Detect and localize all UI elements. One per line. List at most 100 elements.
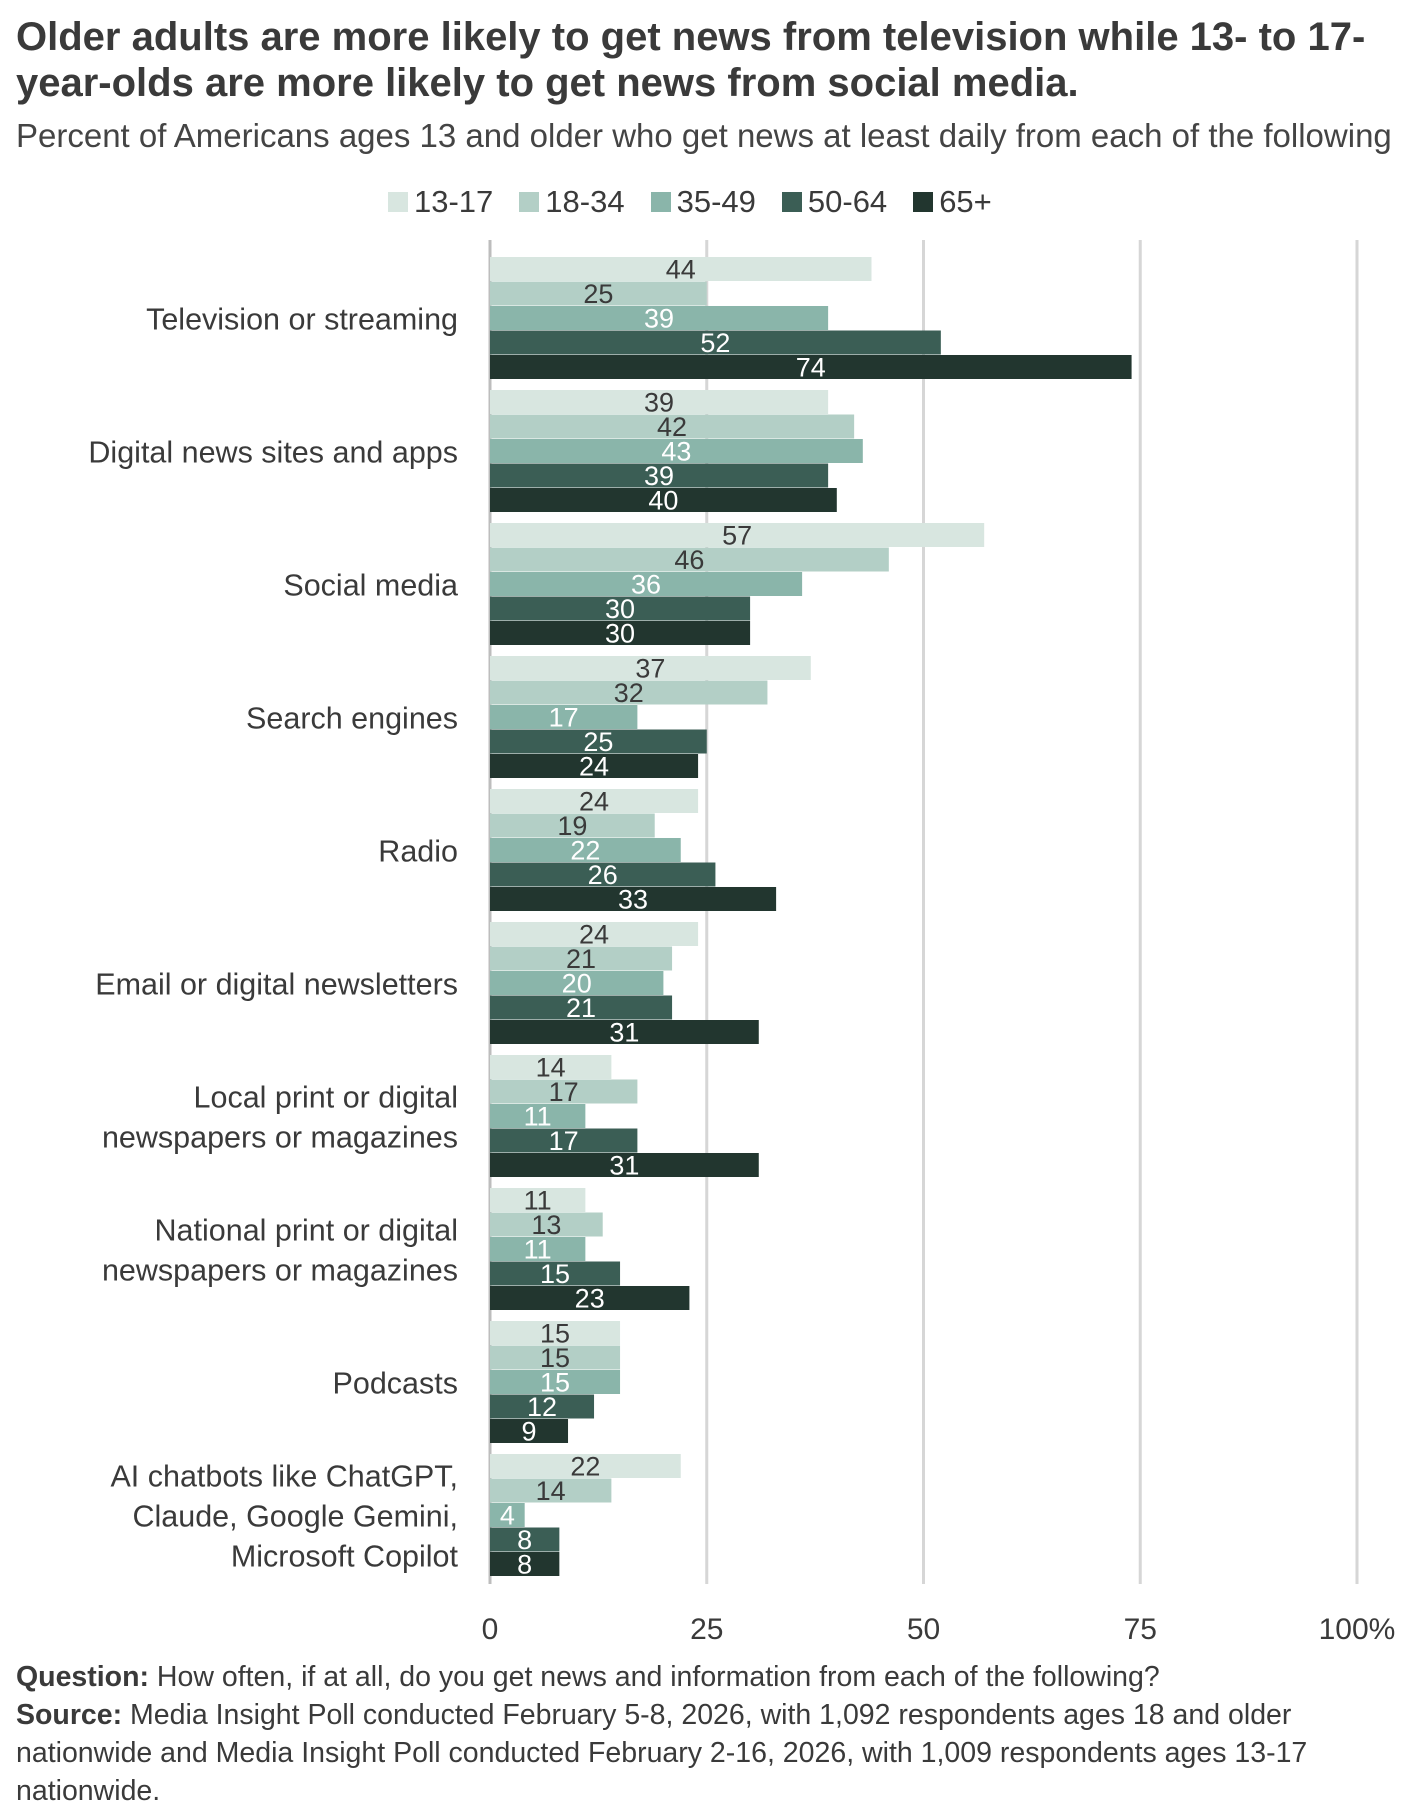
legend-label: 65+	[939, 184, 992, 219]
data-label: 14	[536, 1476, 566, 1506]
bar	[490, 922, 699, 946]
data-label: 23	[575, 1284, 605, 1314]
data-label: 15	[540, 1259, 570, 1289]
bar	[490, 621, 751, 645]
bar	[490, 1345, 621, 1370]
bar	[490, 1394, 595, 1419]
bar	[490, 946, 673, 971]
data-label: 12	[527, 1392, 557, 1422]
data-label: 15	[540, 1343, 570, 1373]
data-label: 37	[635, 654, 665, 684]
bar	[490, 1286, 690, 1310]
bar	[490, 572, 803, 596]
bar	[490, 862, 716, 887]
category-label: Microsoft Copilot	[231, 1539, 459, 1573]
source-label: Source:	[16, 1699, 123, 1731]
bar	[490, 1527, 560, 1552]
legend-label: 13-17	[414, 184, 494, 219]
data-label: 15	[540, 1319, 570, 1349]
bar	[490, 1212, 603, 1237]
bar	[490, 1321, 621, 1345]
data-label: 44	[666, 255, 696, 285]
bar	[490, 523, 985, 547]
question-text: How often, if at all, do you get news an…	[156, 1661, 1160, 1693]
category-label: National print or digital	[155, 1213, 458, 1247]
category-label: newspapers or magazines	[102, 1120, 458, 1154]
footer: Question: How often, if at all, do you g…	[16, 1658, 1406, 1810]
bar	[490, 1552, 560, 1576]
legend-label: 18-34	[545, 184, 625, 219]
data-label: 22	[570, 836, 600, 866]
category-label: Television or streaming	[146, 302, 458, 336]
x-tick-label: 50	[907, 1613, 940, 1646]
question-label: Question:	[16, 1661, 149, 1693]
data-label: 20	[562, 969, 592, 999]
bar	[490, 1128, 638, 1153]
legend-swatch	[781, 192, 802, 212]
data-label: 25	[583, 727, 613, 757]
bar	[490, 680, 768, 705]
data-label: 24	[579, 752, 609, 782]
data-label: 9	[521, 1417, 536, 1447]
bar	[490, 463, 829, 488]
legend-label: 50-64	[807, 184, 888, 219]
data-label: 8	[517, 1550, 532, 1580]
category-label: Local print or digital	[194, 1080, 458, 1114]
bar	[490, 390, 829, 414]
legend-item-0: 13-17	[388, 184, 493, 220]
data-label: 15	[540, 1368, 570, 1398]
bar	[490, 754, 699, 778]
bar	[490, 547, 889, 572]
bar	[490, 330, 941, 355]
data-label: 26	[588, 860, 618, 890]
bar	[490, 1237, 586, 1261]
data-label: 32	[614, 678, 644, 708]
source-note: Source: Media Insight Poll conducted Feb…	[16, 1696, 1406, 1810]
legend-label: 35-49	[676, 184, 756, 219]
bar	[490, 1104, 586, 1128]
data-label: 8	[517, 1525, 532, 1555]
data-label: 74	[796, 353, 826, 383]
bar	[490, 306, 829, 330]
data-label: 24	[579, 787, 609, 817]
data-label: 17	[549, 703, 579, 733]
category-label: Email or digital newsletters	[95, 967, 458, 1001]
data-label: 30	[605, 619, 635, 649]
category-label: Radio	[378, 834, 458, 868]
bar	[490, 705, 638, 729]
data-label: 33	[618, 885, 648, 915]
legend-swatch	[650, 192, 671, 212]
bar	[490, 1503, 525, 1527]
data-label: 24	[579, 920, 609, 950]
data-label: 39	[644, 388, 674, 418]
chart-subtitle: Percent of Americans ages 13 and older w…	[16, 117, 1392, 154]
data-label: 17	[549, 1126, 579, 1156]
data-label: 57	[722, 521, 752, 551]
data-label: 21	[566, 993, 596, 1023]
bar	[490, 887, 777, 911]
data-label: 13	[531, 1210, 561, 1240]
legend: 13-17 18-34 35-49 50-64 65+	[388, 184, 1018, 220]
chart-title: Older adults are more likely to get news…	[16, 15, 1366, 105]
bar	[490, 257, 872, 281]
data-label: 43	[661, 437, 691, 467]
data-label: 36	[631, 570, 661, 600]
bar	[490, 1454, 681, 1478]
x-tick-label: 25	[690, 1613, 723, 1646]
data-label: 40	[648, 486, 678, 516]
bar-chart: 0 25 50 75 100% Television or streaming 44 25 39…	[88, 240, 1396, 1646]
bar	[490, 813, 655, 838]
data-label: 52	[700, 328, 730, 358]
data-label: 46	[674, 545, 704, 575]
x-tick-label: 0	[482, 1613, 499, 1646]
bar	[490, 1261, 621, 1286]
data-label: 39	[644, 304, 674, 334]
bar	[490, 596, 751, 621]
legend-item-1: 18-34	[519, 184, 625, 220]
x-tick-label: 100%	[1319, 1613, 1396, 1646]
bar	[490, 656, 811, 680]
legend-item-2: 35-49	[650, 184, 756, 220]
bar	[490, 414, 855, 439]
x-tick-label: 75	[1124, 1613, 1157, 1646]
bar	[490, 1020, 759, 1044]
